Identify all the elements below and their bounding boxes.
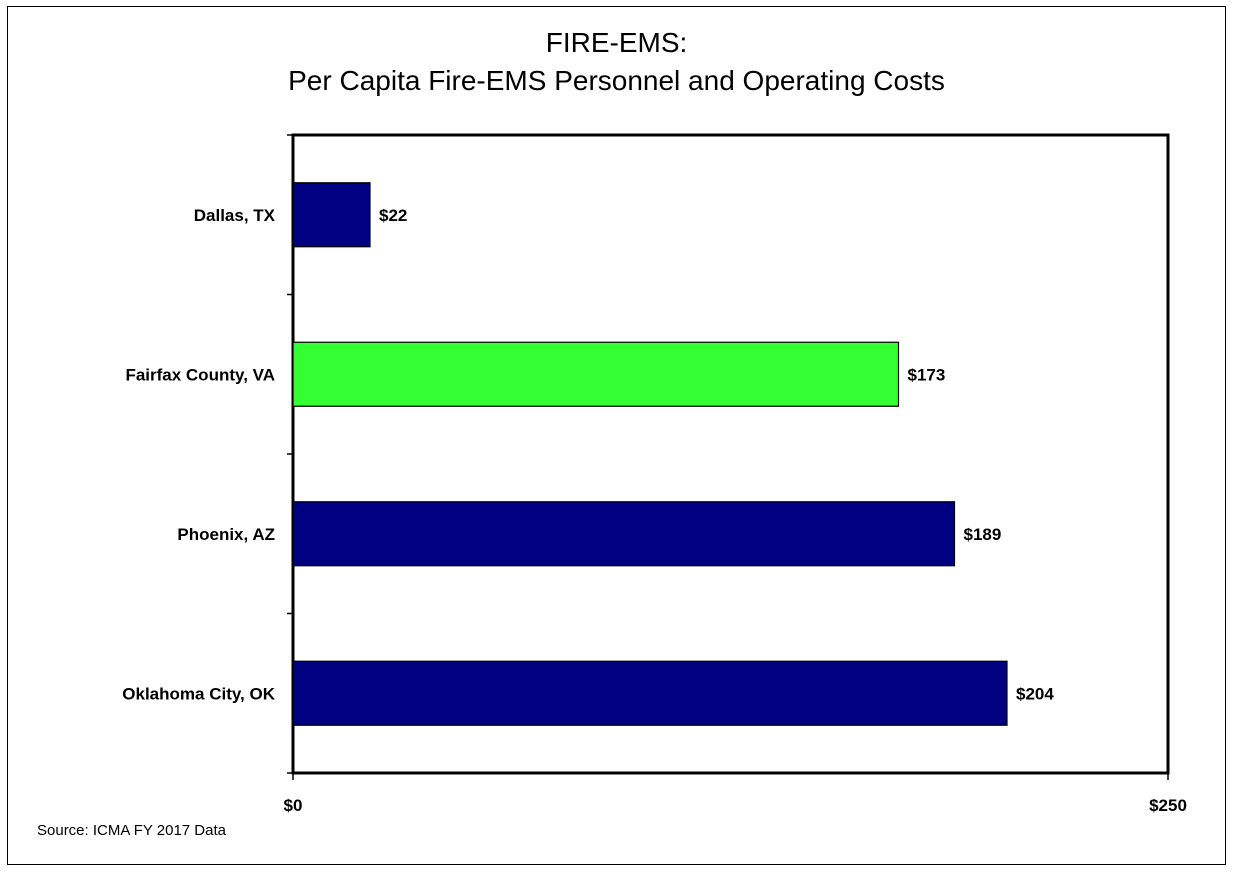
chart-title-line-1: FIRE-EMS: xyxy=(545,27,688,58)
x-tick-label: $250 xyxy=(1149,796,1187,815)
value-label: $22 xyxy=(379,206,407,225)
bar-3 xyxy=(292,501,956,567)
chart-title-line-2: Per Capita Fire-EMS Personnel and Operat… xyxy=(288,65,945,96)
source-note: Source: ICMA FY 2017 Data xyxy=(37,822,226,839)
chart-title: FIRE-EMS: Per Capita Fire-EMS Personnel … xyxy=(0,24,1233,100)
value-label: $173 xyxy=(908,365,946,384)
x-tick-label: $0 xyxy=(284,796,303,815)
category-label: Oklahoma City, OK xyxy=(122,684,275,703)
bar-2 xyxy=(292,341,900,407)
value-label: $189 xyxy=(964,525,1002,544)
bar-4 xyxy=(292,660,1008,726)
category-label: Phoenix, AZ xyxy=(177,525,275,544)
bar-1 xyxy=(292,182,371,248)
category-label: Dallas, TX xyxy=(194,206,276,225)
value-label: $204 xyxy=(1016,684,1054,703)
category-label: Fairfax County, VA xyxy=(125,365,275,384)
